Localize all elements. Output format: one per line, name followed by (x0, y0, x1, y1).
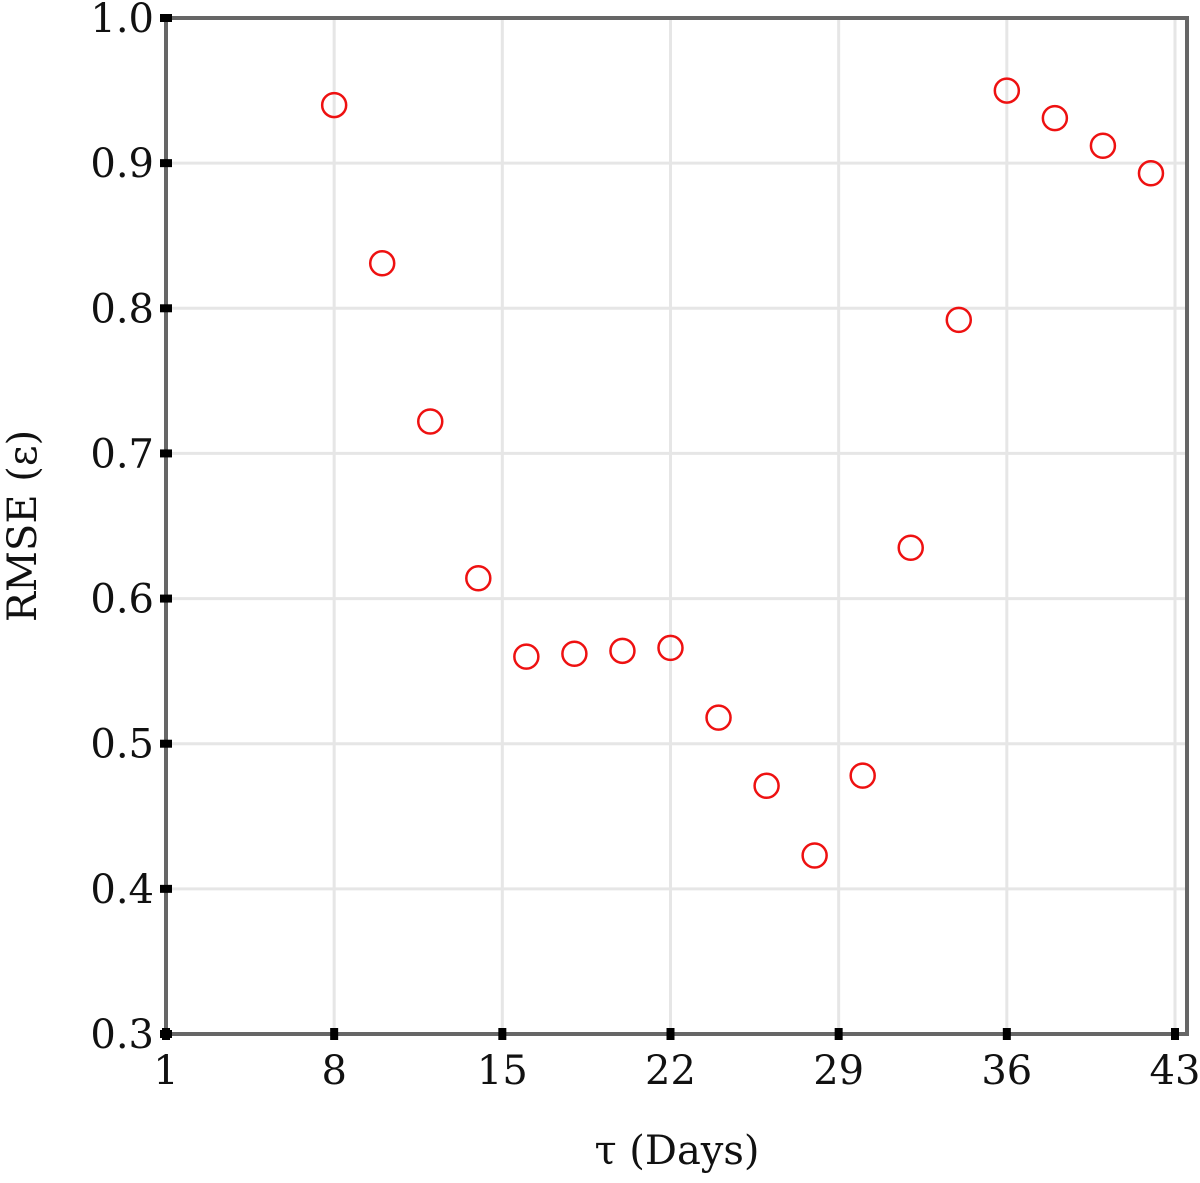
x-tick-label: 43 (1150, 1048, 1200, 1094)
data-point (801, 842, 828, 869)
data-point (609, 637, 636, 665)
x-tick-label: 29 (813, 1048, 864, 1094)
y-tick-label: 1.0 (90, 0, 154, 42)
data-points (320, 77, 1165, 869)
y-tick-label: 0.6 (90, 577, 154, 623)
data-point (1041, 104, 1069, 132)
data-point (1089, 132, 1117, 159)
data-point (657, 634, 684, 662)
y-tick-label: 0.4 (90, 867, 154, 913)
data-point (320, 91, 348, 119)
data-point (753, 772, 780, 800)
plot-frame (164, 16, 1189, 1036)
y-tick-label: 0.5 (90, 722, 154, 768)
data-point (561, 640, 588, 667)
grid (164, 16, 1187, 1036)
data-point (513, 643, 540, 670)
data-point (465, 565, 492, 592)
ticks (160, 14, 1179, 1040)
data-point (849, 762, 876, 789)
data-point (993, 77, 1021, 104)
y-tick-label: 0.7 (90, 431, 154, 477)
data-point (705, 704, 732, 731)
x-tick-label: 15 (477, 1048, 528, 1094)
x-tick-label: 1 (153, 1048, 178, 1094)
data-point (945, 306, 973, 334)
x-tick-label: 8 (321, 1048, 346, 1094)
y-tick-label: 0.9 (90, 141, 154, 187)
data-point (1137, 160, 1165, 187)
x-tick-label: 36 (981, 1048, 1032, 1094)
y-axis-title: RMSE (ε) (0, 430, 46, 622)
data-point (368, 250, 396, 277)
data-point (417, 408, 444, 435)
y-tick-label: 0.8 (90, 286, 154, 332)
data-point (897, 534, 924, 562)
y-tick-label: 0.3 (90, 1012, 154, 1058)
tick-labels: 1 8 15 22 29 36 43 0.3 0.4 0.5 0.6 0.7 0.8 0.9 1.0 (90, 0, 1200, 1094)
x-tick-label: 22 (645, 1048, 696, 1094)
x-axis-title: τ (Days) (594, 1128, 759, 1174)
